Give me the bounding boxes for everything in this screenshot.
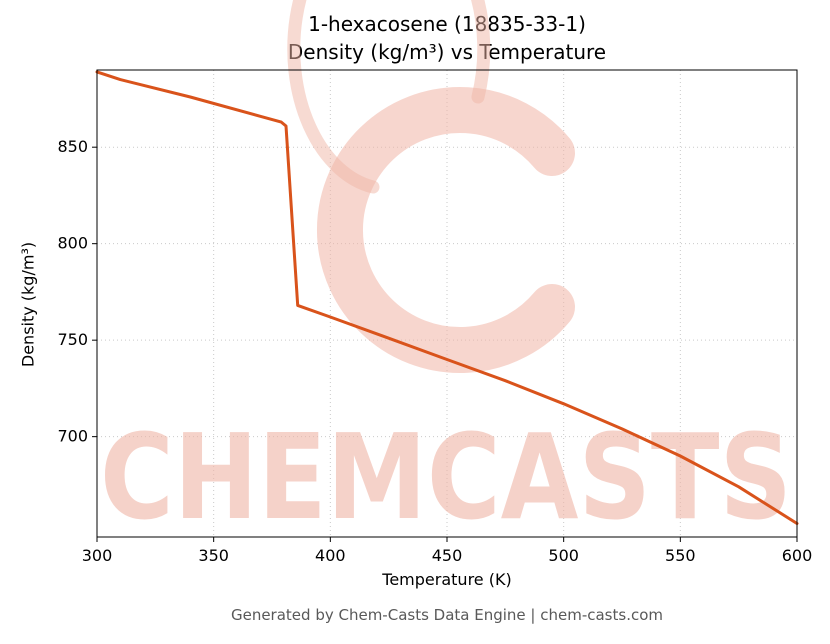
x-tick-label: 500 <box>548 546 579 565</box>
x-tick-label: 400 <box>315 546 346 565</box>
y-tick-label: 850 <box>57 137 88 156</box>
x-axis-label: Temperature (K) <box>382 570 512 589</box>
y-tick-label: 700 <box>57 427 88 446</box>
watermark-logo-c-icon <box>317 87 575 373</box>
chart-subtitle: Density (kg/m³) vs Temperature <box>287 40 607 64</box>
x-tick-label: 350 <box>198 546 229 565</box>
x-tick-label: 550 <box>665 546 696 565</box>
x-tick-label: 450 <box>432 546 463 565</box>
y-tick-label: 750 <box>57 330 88 349</box>
y-tick-label: 800 <box>57 234 88 253</box>
watermark-text: CHEMCASTS <box>100 408 792 546</box>
x-tick-label: 300 <box>82 546 113 565</box>
footer-text: Generated by Chem-Casts Data Engine | ch… <box>230 606 664 624</box>
watermark-logo-swirl-icon <box>287 0 491 194</box>
x-tick-label: 600 <box>782 546 813 565</box>
chart-title: 1-hexacosene (18835-33-1) <box>308 12 586 36</box>
density-line <box>95 70 799 525</box>
